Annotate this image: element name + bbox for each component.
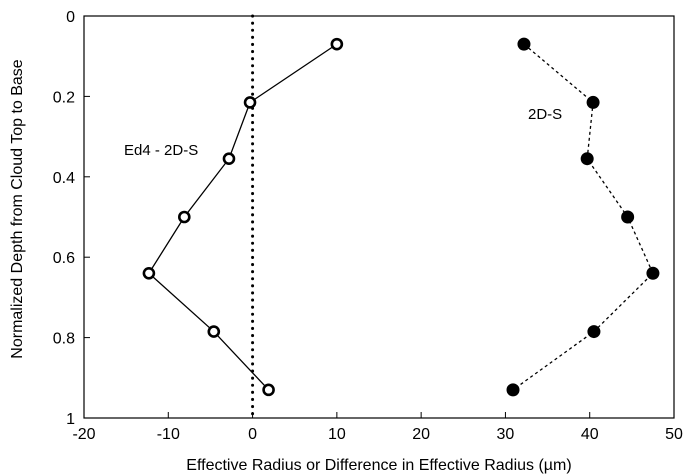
series-line-0	[148, 43, 338, 391]
data-point-open	[142, 266, 156, 280]
x-tick-label: 10	[328, 426, 346, 443]
y-tick-label: 0.8	[53, 331, 75, 348]
tick-layer: -20 -10 0 10 20 30 40 50 0 0.2 0.4 0.6 0.8 1	[53, 9, 683, 443]
series-label-ed4-minus-2d-s: Ed4 - 2D-S	[124, 142, 198, 159]
data-point-open	[222, 152, 236, 166]
y-tick-label: 1	[66, 411, 75, 428]
data-point-open	[262, 383, 275, 397]
y-axis-title: Normalized Depth from Cloud Top to Base	[9, 59, 26, 359]
y-tick-label: 0.2	[53, 89, 75, 106]
x-tick-label: 30	[497, 426, 515, 443]
data-point-filled	[580, 152, 594, 166]
plot-frame	[83, 15, 675, 419]
x-tick-label: 40	[581, 426, 599, 443]
data-point-filled	[506, 383, 520, 397]
x-tick-label: -10	[157, 426, 180, 443]
data-point-filled	[621, 210, 635, 224]
data-point-open	[207, 325, 221, 338]
data-point-filled	[586, 95, 600, 109]
data-point-open	[243, 96, 257, 109]
data-point-open	[178, 210, 191, 224]
x-tick-label: 0	[248, 426, 257, 443]
data-point-filled	[517, 37, 531, 51]
y-tick-label: 0	[66, 9, 75, 26]
data-point-filled	[587, 325, 601, 339]
series-layer	[142, 37, 660, 397]
y-tick-label: 0.4	[53, 170, 75, 187]
series-label-2d-s: 2D-S	[528, 106, 562, 123]
x-axis-title: Effective Radius or Difference in Effect…	[186, 457, 571, 474]
y-tick-label: 0.6	[53, 250, 75, 267]
data-point-open	[330, 37, 344, 51]
data-point-filled	[646, 266, 660, 280]
plot-layer	[83, 14, 675, 420]
x-tick-label: -20	[72, 426, 95, 443]
x-tick-label: 20	[412, 426, 430, 443]
x-tick-label: 50	[665, 426, 683, 443]
